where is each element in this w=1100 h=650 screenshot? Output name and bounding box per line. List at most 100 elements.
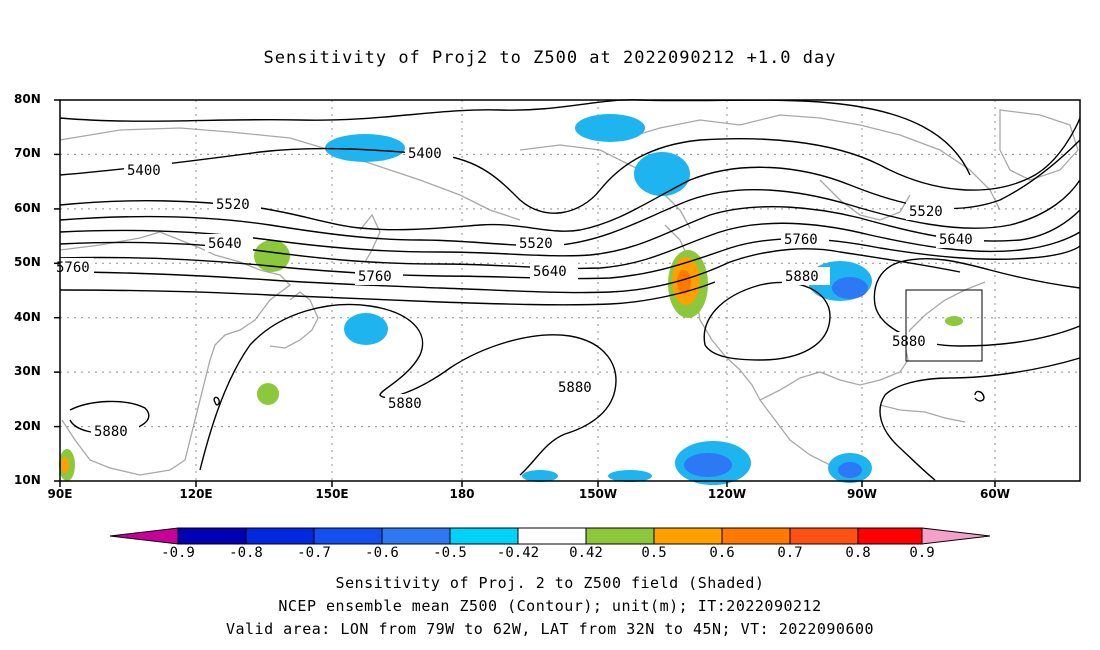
chart-title: Sensitivity of Proj2 to Z500 at 20220902… xyxy=(263,48,837,68)
contour-line xyxy=(703,281,831,361)
colorbar-swatch xyxy=(177,527,247,545)
contour-label: 5760 xyxy=(56,260,90,276)
shade-patch xyxy=(575,114,645,142)
contour-line xyxy=(59,117,1081,214)
contour-line xyxy=(59,222,1081,270)
colorbar-swatch xyxy=(921,527,991,545)
shade-patch xyxy=(838,462,862,478)
shade-patch xyxy=(344,313,388,345)
sensitivity-shading xyxy=(59,114,963,485)
lon-label: 180 xyxy=(449,487,475,501)
coastline-japan xyxy=(269,291,319,349)
coastline-greenland xyxy=(999,109,1079,181)
contour-line xyxy=(69,400,150,434)
colorbar-label: 0.42 xyxy=(569,545,603,561)
contour-line xyxy=(213,396,220,406)
shade-patch xyxy=(257,383,279,405)
contour-label: 5520 xyxy=(909,204,943,220)
contour-label: 5880 xyxy=(388,396,422,412)
graticule xyxy=(60,100,1080,481)
shade-patch xyxy=(254,240,290,272)
lat-label: 50N xyxy=(14,255,41,269)
caption-line-3: Valid area: LON from 79W to 62W, LAT fro… xyxy=(225,620,875,638)
contour-label: 5640 xyxy=(208,236,242,252)
caption-line-2: NCEP ensemble mean Z500 (Contour); unit(… xyxy=(278,597,822,615)
colorbar-swatch xyxy=(109,527,179,545)
colorbar xyxy=(109,527,991,545)
contour-label: 5640 xyxy=(939,232,973,248)
lon-label: 120W xyxy=(707,487,747,501)
colorbar-label: 0.8 xyxy=(845,545,871,561)
colorbar-label: -0.8 xyxy=(229,545,263,561)
colorbar-swatch xyxy=(449,527,519,545)
lat-label: 70N xyxy=(14,146,41,160)
lat-label: 30N xyxy=(14,364,41,378)
colorbar-label: 0.7 xyxy=(777,545,803,561)
coastline-caribbean xyxy=(879,404,966,423)
contour-line xyxy=(59,281,716,306)
valid-area-box xyxy=(905,289,983,362)
coastline-gulf xyxy=(759,281,986,401)
shade-patch xyxy=(677,270,691,294)
contour-label: 5880 xyxy=(785,269,819,285)
contour-label: 5760 xyxy=(358,269,392,285)
shade-patch xyxy=(522,470,558,482)
coastline-arctic xyxy=(619,114,1001,211)
colorbar-swatch xyxy=(653,527,723,545)
lon-label: 60W xyxy=(980,487,1010,501)
contour-line xyxy=(974,390,985,402)
contour-label: 5640 xyxy=(533,264,567,280)
lon-label: 150W xyxy=(578,487,618,501)
contour-label: 5760 xyxy=(784,232,818,248)
colorbar-swatch xyxy=(789,527,859,545)
colorbar-label: -0.42 xyxy=(496,545,540,561)
z500-contours xyxy=(59,99,1081,481)
contour-line xyxy=(59,99,971,176)
colorbar-label: 0.9 xyxy=(909,545,935,561)
coastline-kamchatka xyxy=(359,213,381,263)
colorbar-label: -0.6 xyxy=(365,545,399,561)
contour-label: 5880 xyxy=(558,380,592,396)
contour-label: 5880 xyxy=(94,424,128,440)
colorbar-label: -0.9 xyxy=(161,545,195,561)
colorbar-swatch xyxy=(381,527,451,545)
shade-patch xyxy=(325,134,405,162)
shade-patch xyxy=(945,316,963,326)
lon-label: 90E xyxy=(47,487,73,501)
contour-labels: 5400 5400 5520 5520 5520 5640 5640 5640 … xyxy=(56,144,984,440)
colorbar-label: 0.5 xyxy=(641,545,667,561)
contour-line xyxy=(59,238,1081,280)
lat-label: 40N xyxy=(14,310,41,324)
contour-line xyxy=(59,179,1081,247)
shade-patch xyxy=(832,277,868,299)
shade-patch xyxy=(684,453,732,477)
lon-label: 120E xyxy=(179,487,213,501)
lat-label: 20N xyxy=(14,419,41,433)
lon-label: 150E xyxy=(315,487,349,501)
lat-label: 80N xyxy=(14,92,41,106)
contour-line xyxy=(873,257,1081,347)
contour-label: 5520 xyxy=(519,236,553,252)
colorbar-swatch xyxy=(313,527,383,545)
colorbar-label: -0.5 xyxy=(433,545,467,561)
contour-label: 5880 xyxy=(892,334,926,350)
tick-marks xyxy=(54,99,996,487)
colorbar-swatch xyxy=(721,527,791,545)
colorbar-swatch xyxy=(857,527,923,545)
colorbar-swatch xyxy=(245,527,315,545)
caption-line-1: Sensitivity of Proj. 2 to Z500 field (Sh… xyxy=(335,574,765,592)
colorbar-label: 0.6 xyxy=(709,545,735,561)
shade-patch xyxy=(61,457,69,473)
contour-label: 5400 xyxy=(408,146,442,162)
lat-label: 10N xyxy=(14,473,41,487)
colorbar-swatch xyxy=(517,527,587,545)
contour-line xyxy=(879,357,1081,481)
colorbar-swatch xyxy=(585,527,655,545)
lon-label: 90W xyxy=(847,487,877,501)
lat-label: 60N xyxy=(14,201,41,215)
colorbar-label: -0.7 xyxy=(297,545,331,561)
shade-patch xyxy=(634,152,690,196)
contour-label: 5520 xyxy=(216,197,250,213)
contour-line xyxy=(59,248,961,294)
